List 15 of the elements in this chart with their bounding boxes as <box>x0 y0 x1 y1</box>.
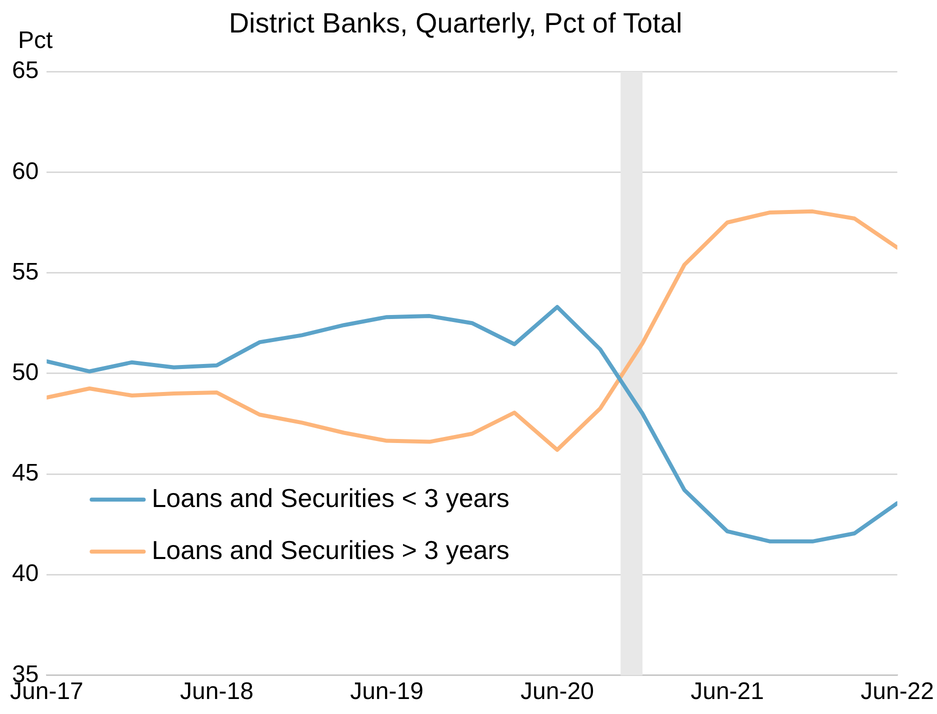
legend-label: Loans and Securities > 3 years <box>152 534 510 565</box>
y-tick-label: 65 <box>12 57 39 84</box>
legend-label: Loans and Securities < 3 years <box>152 482 510 513</box>
y-axis-title: Pct <box>18 27 54 54</box>
x-tick-label: Jun-21 <box>690 678 764 706</box>
y-tick-label: 60 <box>12 158 39 185</box>
x-tick-label: Jun-18 <box>180 678 254 706</box>
y-tick-label: 55 <box>12 258 39 286</box>
y-tick-label: 45 <box>12 460 39 487</box>
y-tick-label: 40 <box>12 560 39 588</box>
chart-title: District Banks, Quarterly, Pct of Total <box>228 8 682 39</box>
x-tick-label: Jun-19 <box>350 678 424 706</box>
y-tick-label: 50 <box>12 359 39 386</box>
x-tick-label: Jun-20 <box>520 678 594 706</box>
x-tick-label: Jun-22 <box>860 678 934 706</box>
